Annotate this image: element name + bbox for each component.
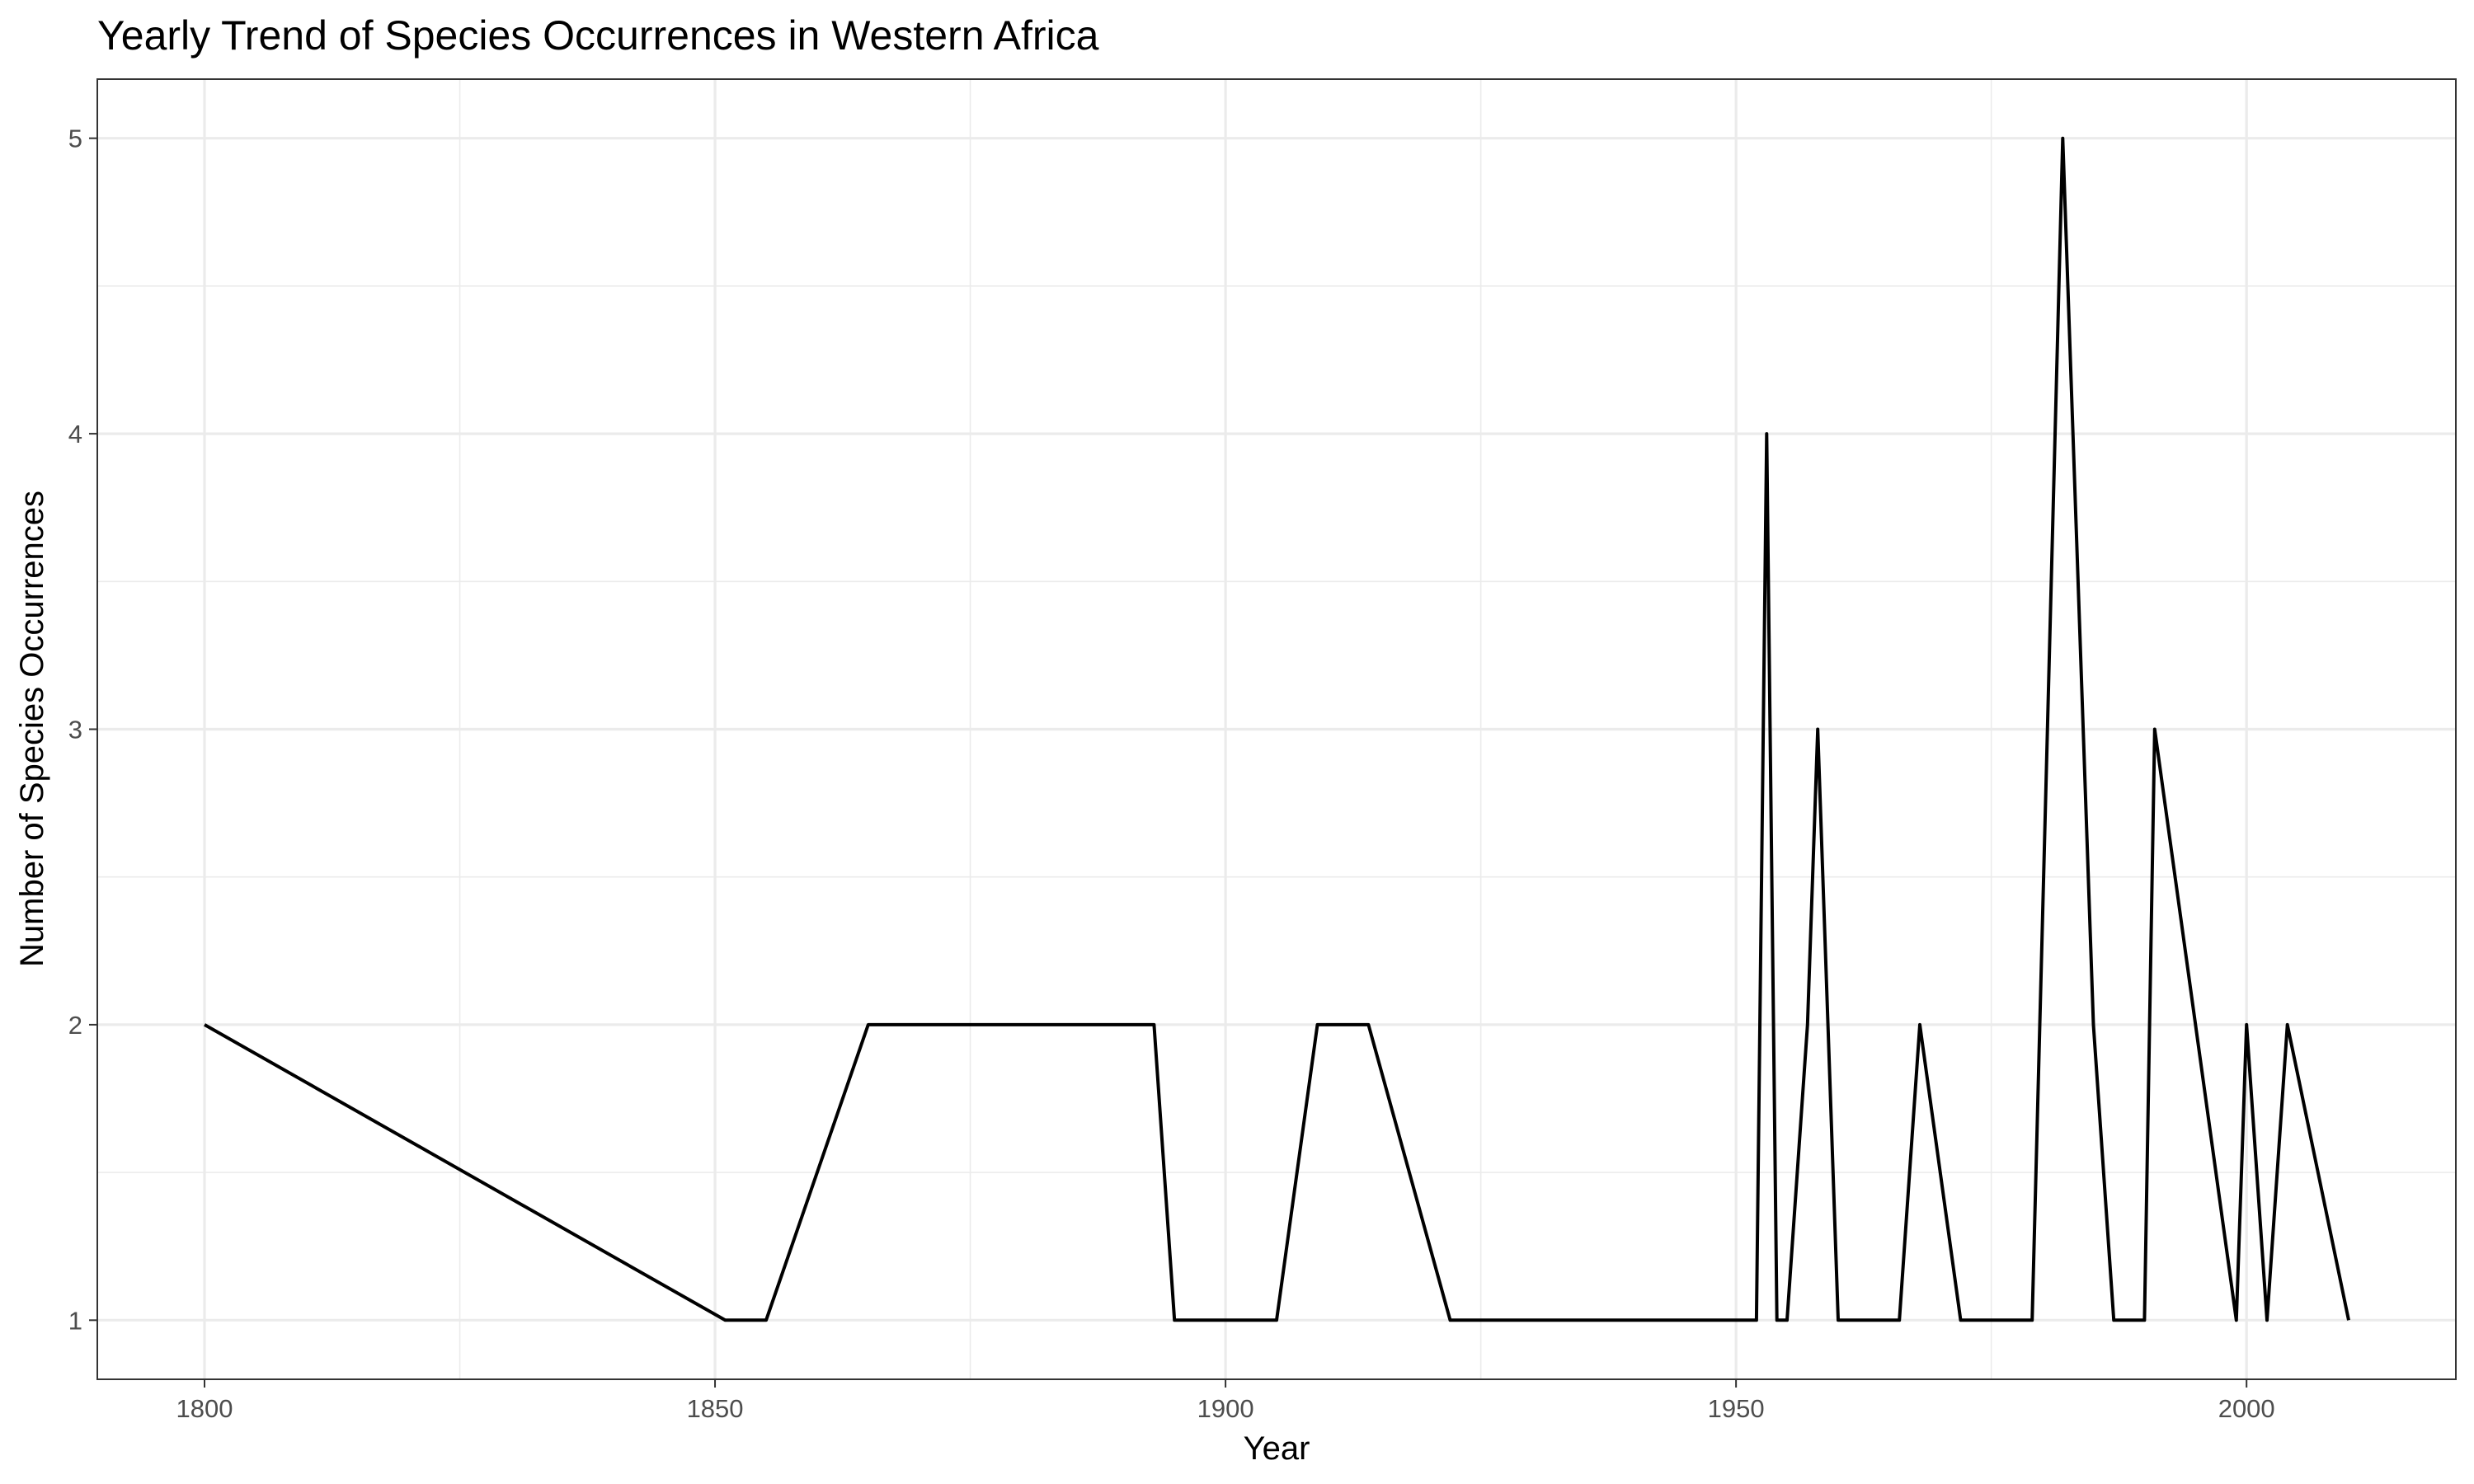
x-tick-label: 1800 bbox=[176, 1394, 233, 1423]
y-tick-label: 1 bbox=[68, 1306, 82, 1335]
y-tick-label: 3 bbox=[68, 716, 82, 744]
y-tick-label: 4 bbox=[68, 420, 82, 448]
y-tick-label: 5 bbox=[68, 124, 82, 153]
x-tick-label: 2000 bbox=[2218, 1394, 2275, 1423]
x-tick-label: 1950 bbox=[1708, 1394, 1765, 1423]
y-tick-label: 2 bbox=[68, 1011, 82, 1040]
x-tick-label: 1850 bbox=[687, 1394, 744, 1423]
x-tick-label: 1900 bbox=[1197, 1394, 1254, 1423]
x-axis-title: Year bbox=[1244, 1430, 1310, 1467]
chart-title: Yearly Trend of Species Occurrences in W… bbox=[97, 12, 1099, 59]
series-layer bbox=[204, 136, 2350, 1322]
axis-ticks: 1800 1850 1900 1950 2000 1 2 3 4 5 bbox=[68, 124, 2275, 1423]
series-line bbox=[204, 136, 2350, 1322]
y-axis-title: Number of Species Occurrences bbox=[14, 491, 50, 967]
